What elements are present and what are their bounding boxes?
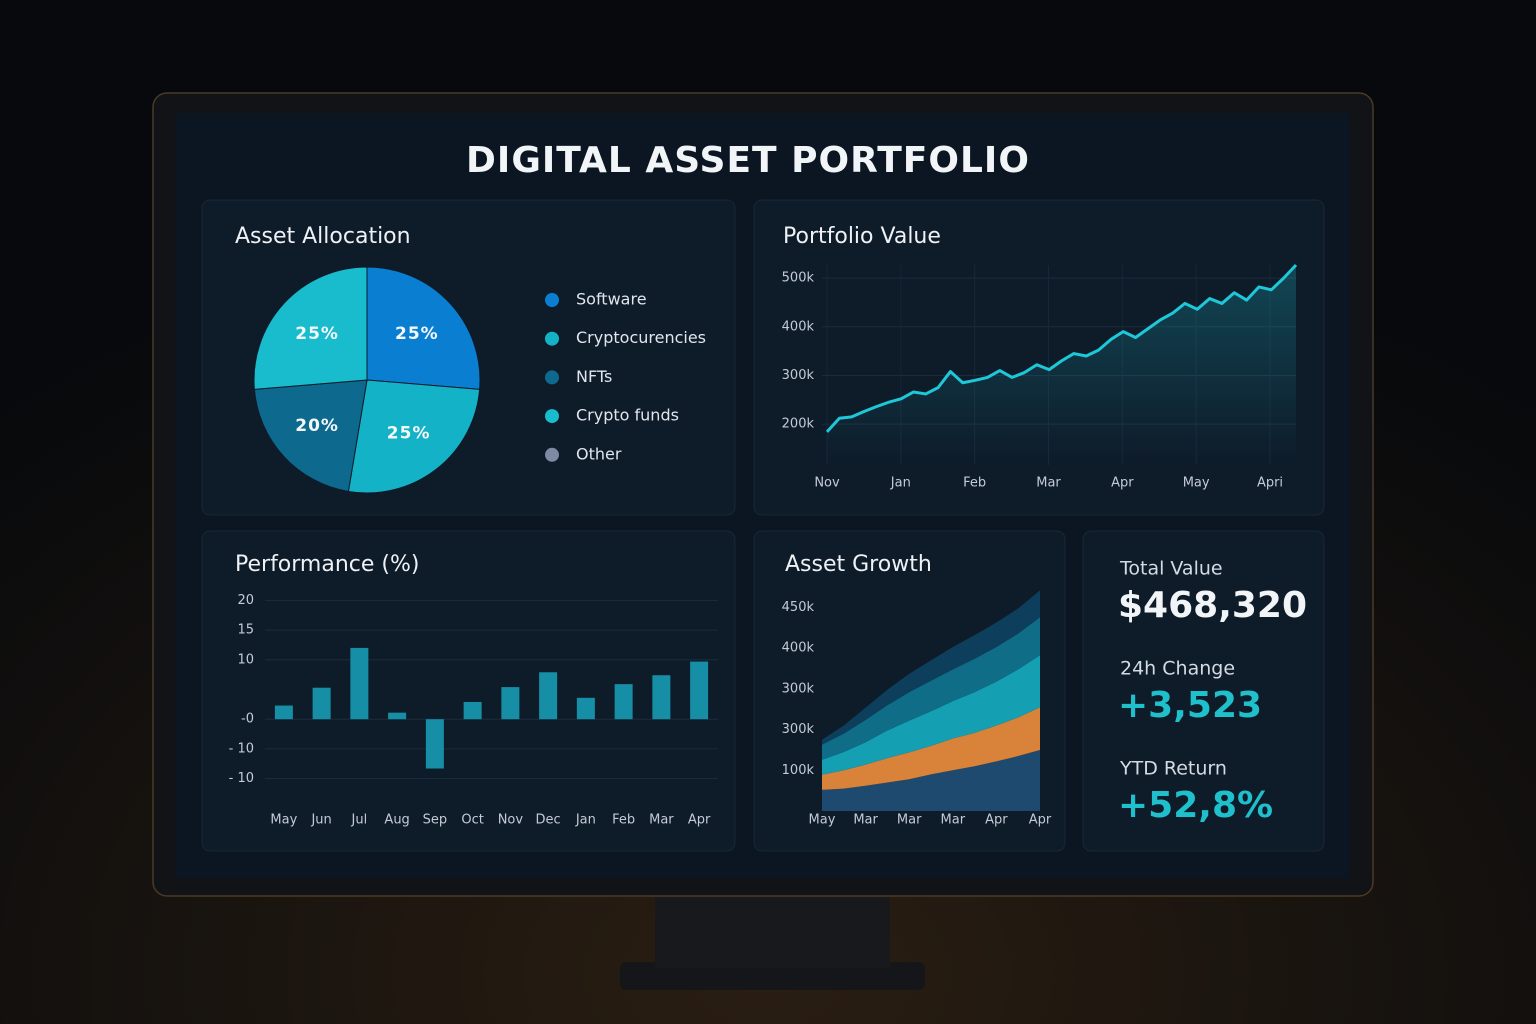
stand-neck [655,893,890,968]
panel-title: Performance (%) [235,552,419,577]
y-tick-label: -0 [241,712,254,727]
slice-label: 25% [395,324,439,344]
kpi-label: Total Value [1119,558,1223,580]
x-tick-label: Apri [1257,476,1283,491]
x-tick-label: Mar [853,813,878,828]
x-tick-label: Aug [384,813,409,828]
x-tick-label: Apr [688,813,711,828]
legend-label: NFTs [576,367,612,386]
kpi-value: +52,8% [1118,785,1273,826]
x-tick-label: May [1183,476,1210,491]
bar [274,705,293,720]
legend-marker [545,447,559,462]
y-tick-label: 300k [782,722,815,737]
x-tick-label: Sep [423,813,448,828]
x-tick-label: Mar [649,813,674,828]
bar [388,712,407,720]
y-tick-label: - 10 [229,771,254,786]
dashboard-title: DIGITAL ASSET PORTFOLIO [466,140,1030,181]
bar [576,697,595,720]
panel [201,530,736,852]
legend-marker [545,331,559,346]
y-tick-label: 15 [237,623,254,638]
y-tick-label: 300k [782,368,815,383]
y-tick-label: 200k [782,417,815,432]
x-tick-label: Nov [814,476,840,491]
bar [501,687,520,720]
area-layer [822,749,1040,811]
x-tick-label: Jan [575,813,596,828]
panel-title: Asset Allocation [235,224,411,249]
x-tick-label: Mar [1036,476,1061,491]
line [825,263,1298,433]
x-tick-label: Apr [985,813,1008,828]
y-tick-label: 10 [237,652,254,667]
x-tick-label: Feb [612,813,635,828]
panel [1082,530,1325,852]
x-tick-label: Apr [1029,813,1052,828]
panel-title: Asset Growth [785,552,932,577]
y-tick-label: 500k [782,271,815,286]
kpi-value: +3,523 [1118,685,1262,726]
bar [652,675,671,720]
y-tick-label: 450k [782,600,815,615]
x-tick-label: Jun [310,813,331,828]
bar [425,719,444,769]
x-tick-label: Feb [963,476,986,491]
area-layer [822,707,1040,790]
pie-slice [366,266,481,390]
x-tick-label: Mar [897,813,922,828]
panel-title: Portfolio Value [783,224,941,249]
stand-base [620,962,925,990]
slice-label: 20% [295,416,339,436]
kpi-value: $468,320 [1118,585,1307,626]
x-tick-label: May [809,813,836,828]
bar [350,647,369,720]
slice-label: 25% [295,324,339,344]
legend-label: Crypto funds [576,406,679,425]
area-layer [822,655,1040,775]
bar [539,672,558,720]
pie-slice [347,379,481,494]
legend-marker [545,293,559,307]
area-layer [822,590,1040,745]
y-tick-label: 100k [782,763,815,778]
bar [463,701,482,720]
kpi-label: YTD Return [1119,758,1227,780]
y-tick-label: 20 [237,593,254,608]
x-tick-label: Nov [498,813,524,828]
kpi-label: 24h Change [1120,658,1235,680]
slice-label: 25% [387,424,431,444]
y-tick-label: - 10 [229,741,254,756]
x-tick-label: Dec [536,813,561,828]
legend-label: Other [576,444,622,463]
x-tick-label: May [270,813,297,828]
x-tick-label: Apr [1111,476,1134,491]
y-tick-label: 300k [782,681,815,696]
pie-slice [253,266,368,390]
pie-slice [253,379,368,493]
y-tick-label: 400k [782,319,815,334]
legend-marker [545,370,559,385]
legend-label: Software [576,290,647,309]
x-tick-label: Jan [890,476,911,491]
legend-marker [545,409,559,424]
x-tick-label: Mar [941,813,966,828]
y-tick-label: 400k [782,641,815,656]
legend-label: Cryptocurencies [576,328,706,347]
line-area [827,265,1296,465]
bar [312,687,331,720]
bar [690,661,709,720]
x-tick-label: Jul [351,813,368,828]
bar [614,684,633,720]
x-tick-label: Oct [461,813,483,828]
